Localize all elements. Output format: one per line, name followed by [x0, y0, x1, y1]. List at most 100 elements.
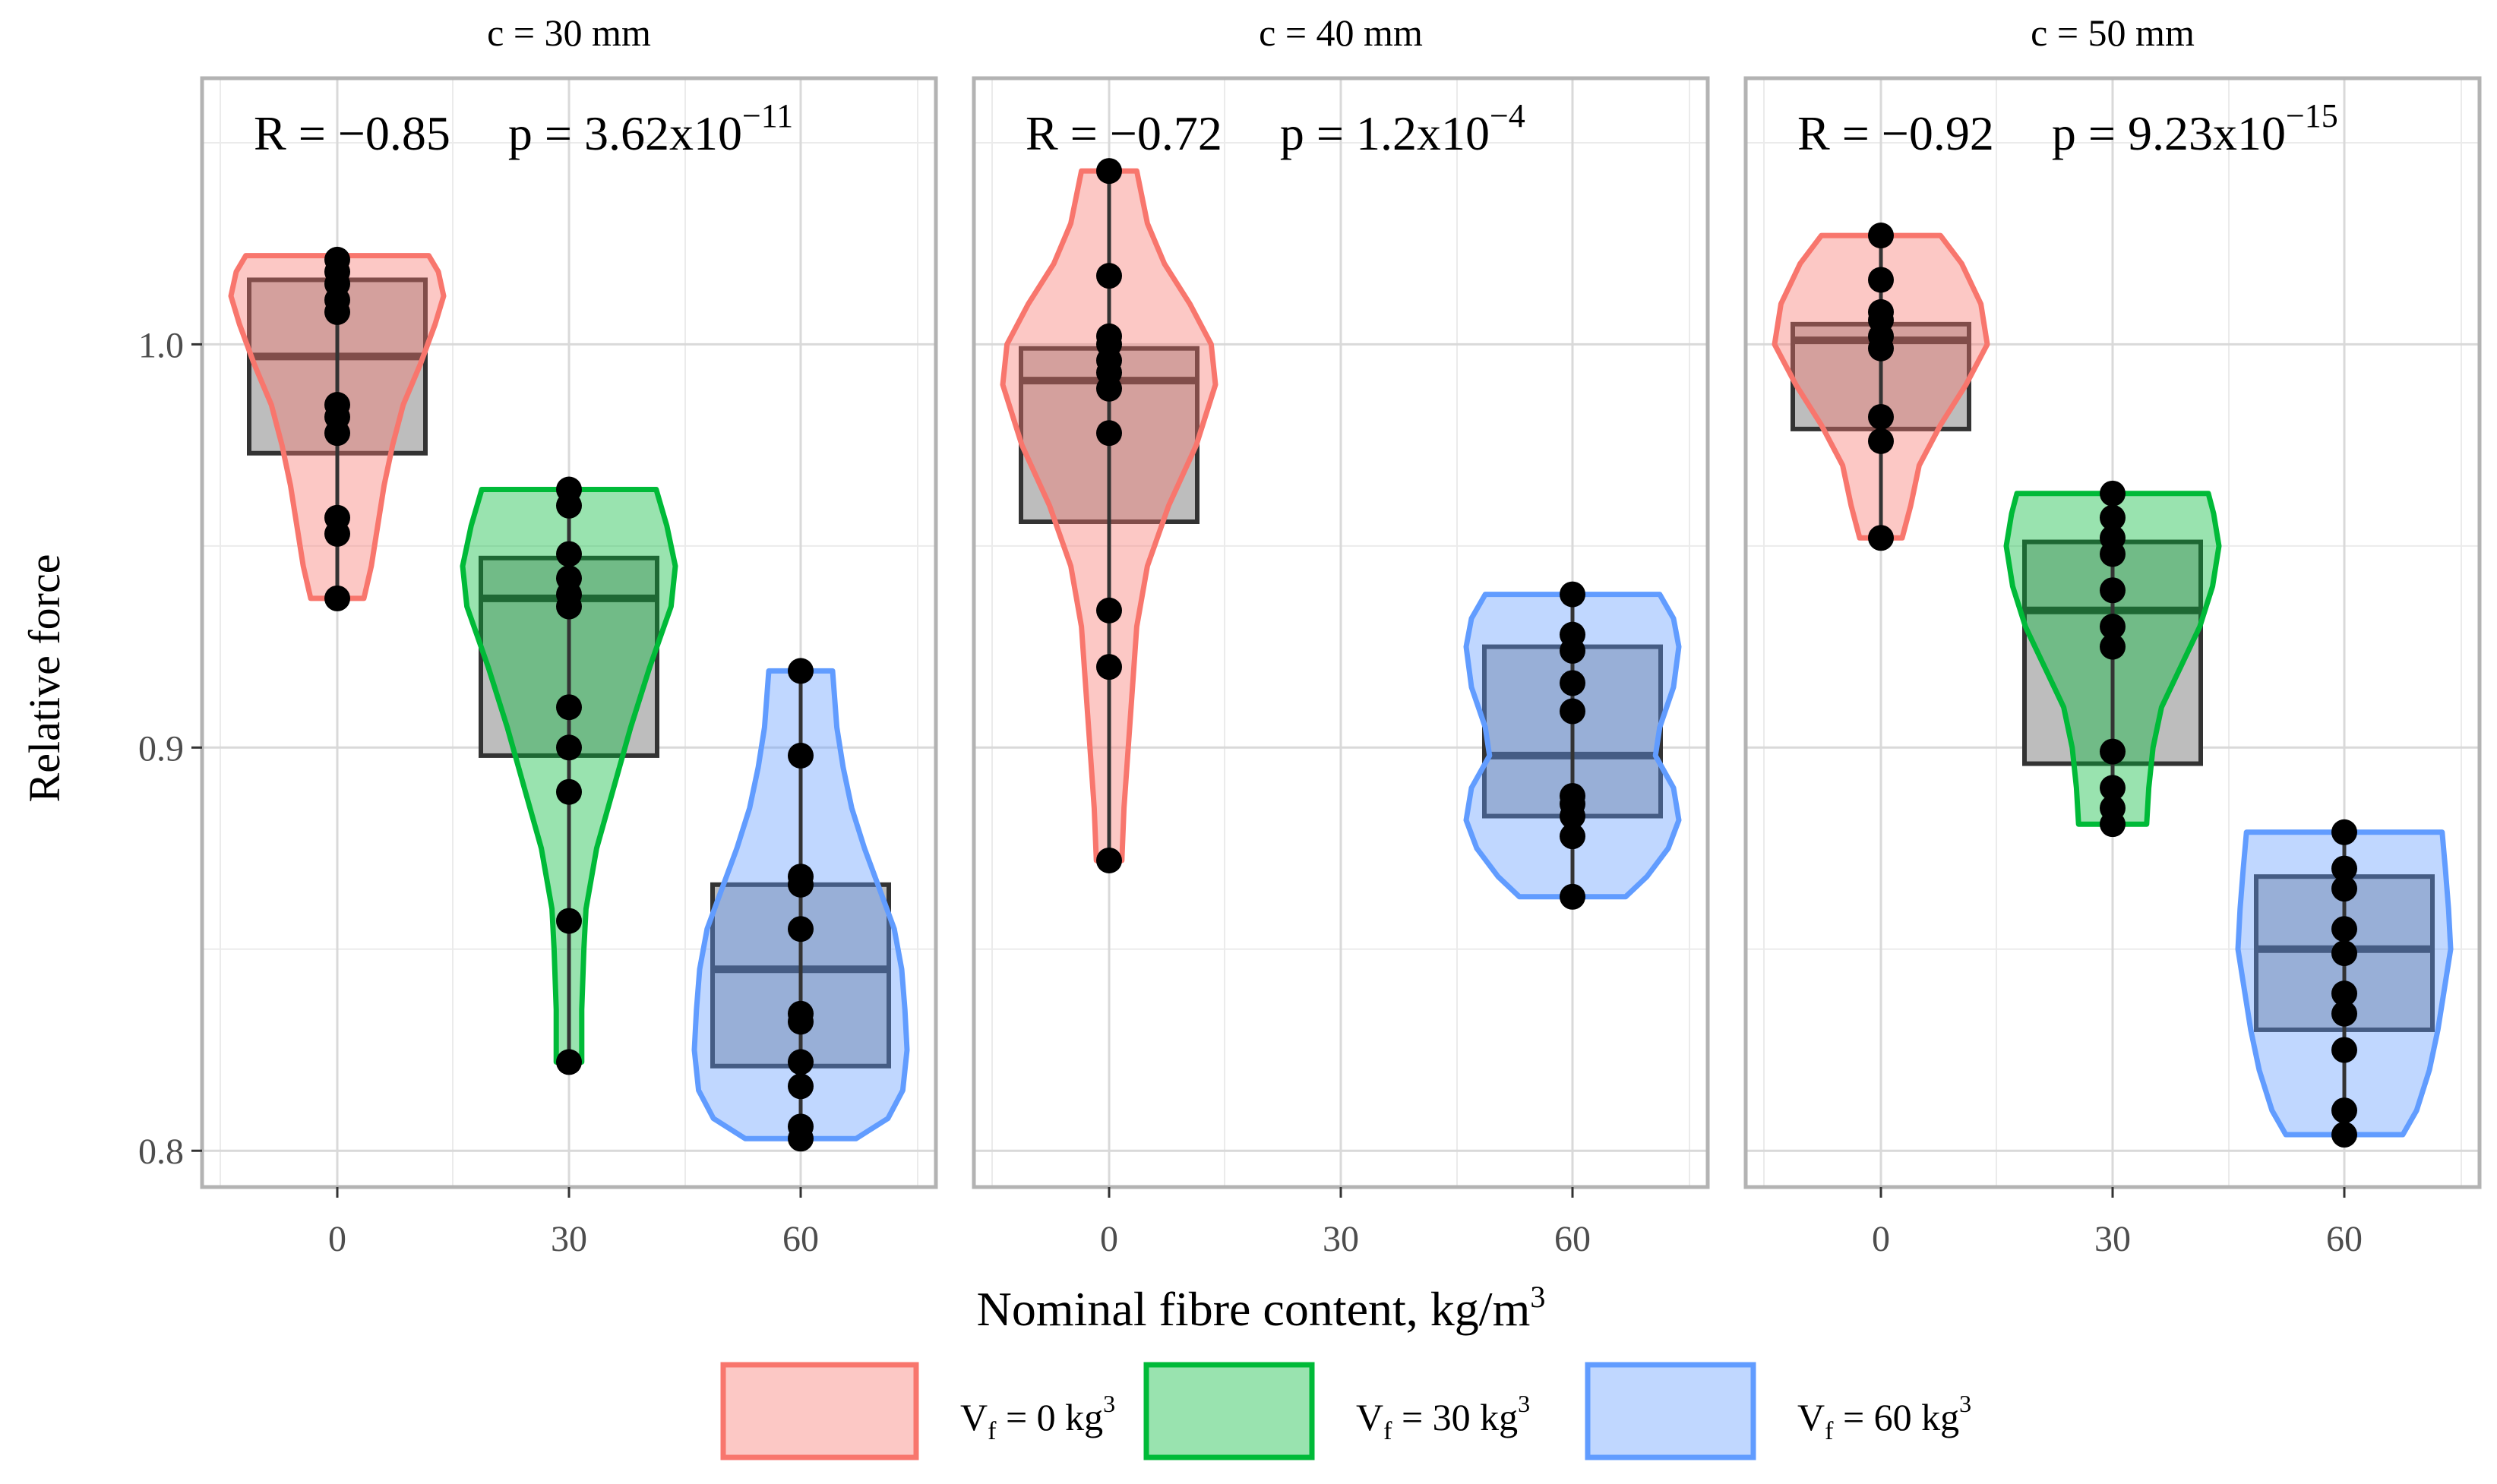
data-point	[556, 565, 582, 592]
strip-title: c = 30 mm	[487, 11, 651, 54]
data-point	[1560, 581, 1585, 608]
legend-label: Vf = 0 kg3	[960, 1390, 1115, 1445]
legend-item-0: Vf = 0 kg3	[720, 1362, 1115, 1460]
correlation-annotation: R = −0.72 p = 1.2x10−4	[1026, 97, 1525, 160]
x-axis-title-superscript: 3	[1530, 1280, 1545, 1314]
data-point	[2331, 1121, 2357, 1148]
data-point	[2100, 577, 2126, 604]
facet-panels: c = 30 mm R = −0.85 p = 3.62x10−11 0 30 60 c =…	[200, 11, 2482, 1259]
x-tick-label: 60	[782, 1219, 819, 1259]
data-point	[2100, 480, 2126, 507]
group-0	[1772, 223, 1990, 551]
data-point	[2331, 1000, 2357, 1027]
data-point	[1560, 698, 1585, 725]
data-point	[2331, 1097, 2357, 1124]
legend-label: Vf = 30 kg3	[1356, 1390, 1530, 1445]
data-point	[1868, 298, 1894, 325]
data-point	[788, 1113, 814, 1140]
p-exponent: −4	[1490, 97, 1525, 134]
data-point	[1868, 525, 1894, 551]
strip-title: c = 50 mm	[2031, 11, 2195, 54]
data-point	[2331, 940, 2357, 967]
strip-title: c = 40 mm	[1259, 11, 1423, 54]
legend-key	[720, 1362, 919, 1460]
data-point	[788, 1000, 814, 1027]
legend-key-bg	[720, 1362, 919, 1460]
y-axis: 0.8 0.9 1.0	[138, 325, 202, 1172]
y-axis-title: Relative force	[20, 554, 69, 803]
data-point	[2331, 819, 2357, 845]
data-point	[1560, 823, 1585, 850]
panel-2: c = 40 mm R = −0.72 p = 1.2x10−4 0 30 60	[972, 11, 1710, 1259]
x-tick-label: 30	[551, 1219, 587, 1259]
data-point	[2331, 980, 2357, 1007]
legend-key-bg	[1585, 1362, 1756, 1460]
data-point	[788, 864, 814, 890]
data-point	[1096, 420, 1122, 447]
data-point	[2100, 738, 2126, 765]
p-exponent: −15	[2286, 97, 2338, 134]
legend-item-30: Vf = 30 kg3	[1143, 1362, 1530, 1460]
data-point	[1560, 883, 1585, 910]
data-point	[324, 585, 350, 611]
r-value: R = −0.85	[254, 106, 450, 160]
group-60	[691, 658, 910, 1152]
x-tick-label: 30	[1323, 1219, 1359, 1259]
r-value: R = −0.72	[1026, 106, 1222, 160]
data-point	[2100, 525, 2126, 551]
group-60	[1463, 581, 1682, 910]
data-point	[788, 1073, 814, 1100]
data-point	[2100, 504, 2126, 531]
data-point	[556, 1049, 582, 1075]
data-point	[788, 658, 814, 684]
x-axis-title-main: Nominal fibre content, kg/m	[977, 1282, 1531, 1336]
y-tick-label: 0.9	[138, 728, 184, 769]
x-axis-title: Nominal fibre content, kg/m3	[977, 1280, 1546, 1336]
data-point	[1096, 847, 1122, 873]
correlation-annotation: R = −0.92 p = 9.23x10−15	[1797, 97, 2338, 160]
legend-item-60: Vf = 60 kg3	[1585, 1362, 1971, 1460]
legend-key-bg	[1143, 1362, 1315, 1460]
data-point	[2331, 1037, 2357, 1063]
y-tick-label: 1.0	[138, 325, 184, 365]
p-exponent: −11	[742, 97, 793, 134]
legend-key	[1585, 1362, 1756, 1460]
panel-3: c = 50 mm R = −0.92 p = 9.23x10−15 0 30 60	[1743, 11, 2482, 1259]
data-point	[1560, 783, 1585, 810]
data-point	[1096, 158, 1122, 185]
data-point	[2100, 633, 2126, 660]
x-tick-label: 0	[1872, 1219, 1890, 1259]
p-value: p = 1.2x10	[1280, 106, 1490, 160]
x-tick-label: 30	[2094, 1219, 2131, 1259]
data-point	[788, 916, 814, 942]
group-0	[228, 246, 447, 611]
data-point	[556, 476, 582, 503]
group-30	[2003, 480, 2222, 838]
p-value: p = 9.23x10	[2052, 106, 2286, 160]
data-point	[1096, 323, 1122, 349]
data-point	[556, 908, 582, 934]
legend: Vf = 0 kg3 Vf = 30 kg3 Vf = 60 kg3	[720, 1362, 1971, 1460]
data-point	[556, 694, 582, 721]
data-point	[2100, 614, 2126, 640]
group-60	[2235, 819, 2454, 1148]
data-point	[324, 504, 350, 531]
r-value: R = −0.92	[1797, 106, 1994, 160]
data-point	[1560, 670, 1585, 696]
data-point	[1096, 263, 1122, 289]
x-tick-label: 0	[328, 1219, 346, 1259]
data-point	[324, 246, 350, 273]
data-point	[2100, 775, 2126, 801]
data-point	[1560, 621, 1585, 648]
data-point	[2331, 916, 2357, 942]
data-point	[2331, 855, 2357, 882]
p-value: p = 3.62x10	[508, 106, 742, 160]
data-point	[556, 541, 582, 567]
legend-key	[1143, 1362, 1315, 1460]
data-point	[2100, 794, 2126, 821]
y-tick-label: 0.8	[138, 1132, 184, 1172]
correlation-annotation: R = −0.85 p = 3.62x10−11	[254, 97, 793, 160]
data-point	[1868, 267, 1894, 293]
data-point	[324, 392, 350, 418]
